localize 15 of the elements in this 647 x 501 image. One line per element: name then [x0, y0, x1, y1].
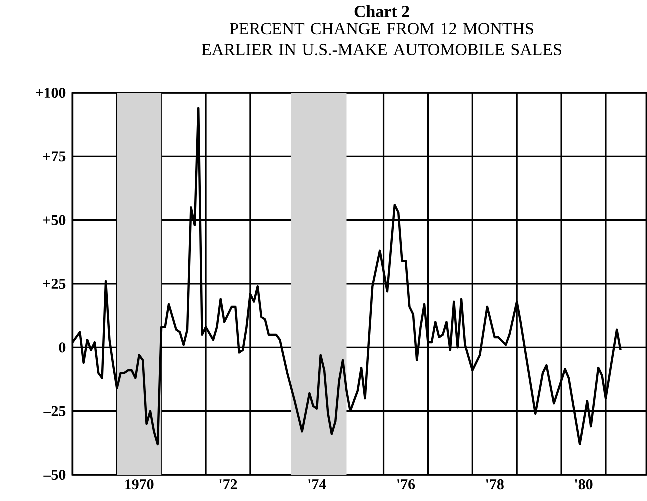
- x-tick-label: '74: [308, 480, 326, 490]
- y-tick-label: +50: [44, 215, 66, 226]
- x-tick-label: '78: [486, 480, 504, 490]
- y-tick-label: +100: [36, 88, 66, 98]
- y-tick-label: –25: [44, 406, 66, 416]
- chart-subtitle: PERCENT CHANGE FROM 12 MONTHS EARLIER IN U.S.-MAKE AUTOMOBILE SALES: [202, 23, 562, 56]
- y-tick-label: +75: [44, 152, 66, 162]
- x-tick-label: '72: [220, 480, 238, 490]
- x-tick-label: '80: [575, 480, 593, 490]
- chart-title: Chart 2: [354, 6, 410, 18]
- y-tick-label: +25: [44, 278, 66, 290]
- x-tick-label: '76: [398, 480, 416, 490]
- y-tick-label: –50: [44, 470, 66, 480]
- x-tick-label: 1970: [126, 480, 154, 490]
- y-tick-label: 0: [59, 342, 66, 353]
